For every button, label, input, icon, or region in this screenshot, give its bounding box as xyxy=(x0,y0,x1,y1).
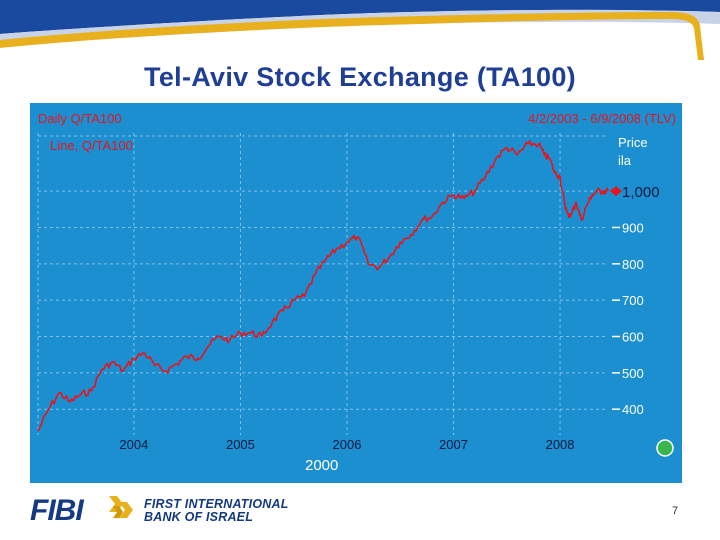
fibi-logo-mark xyxy=(109,496,133,518)
x-tick-label: 2005 xyxy=(226,437,255,452)
header-background xyxy=(0,0,720,120)
chart-marks xyxy=(610,186,622,197)
slide-title: Tel-Aviv Stock Exchange (TA100) xyxy=(144,62,576,92)
page-number: 7 xyxy=(672,505,679,517)
series-label: Line, Q/TA100 xyxy=(50,138,133,153)
bank-name-line1: FIRST INTERNATIONAL xyxy=(144,497,289,511)
chart-title: Daily Q/TA100 xyxy=(38,111,122,126)
y-tick-label: 1,000 xyxy=(622,184,660,201)
bank-name-line2: BANK OF ISRAEL xyxy=(144,510,254,524)
y-axis-label: Price ila xyxy=(618,135,648,168)
y-tick-label: 500 xyxy=(622,366,644,381)
chart-grid xyxy=(37,133,608,435)
fibi-logo-text: FIBI xyxy=(30,494,84,527)
y-label-line: Price xyxy=(618,135,648,150)
header-gold-swoosh xyxy=(0,12,704,60)
y-tick-label: 400 xyxy=(622,402,644,417)
x-tick-label: 2004 xyxy=(119,437,148,452)
extra-year-label: 2000 xyxy=(305,457,338,474)
ta100-series-line xyxy=(37,140,609,432)
logo-chevrons-icon xyxy=(109,496,133,518)
ta100-chart: 400 500 600 700 800 900 1,000 2004 2005 2006 2007 2… xyxy=(37,111,676,474)
x-tick-label: 2006 xyxy=(333,437,362,452)
y-tick-label: 900 xyxy=(622,220,644,235)
y-label-line: ila xyxy=(618,153,632,168)
x-tick-label: 2007 xyxy=(439,437,468,452)
header-dark-band xyxy=(0,0,720,34)
y-tick-label: 800 xyxy=(622,257,644,272)
chart-panel: 400 500 600 700 800 900 1,000 2004 2005 2006 2007 2… xyxy=(30,103,682,483)
status-green-dot[interactable] xyxy=(656,439,674,457)
x-tick-label: 2008 xyxy=(546,437,575,452)
chart-subtitle: 4/2/2003 - 6/9/2008 (TLV) xyxy=(528,111,676,126)
last-value-marker xyxy=(610,186,622,197)
y-tick-label: 700 xyxy=(622,293,644,308)
y-tick-label: 600 xyxy=(622,330,644,345)
chart-axes: 400 500 600 700 800 900 1,000 2004 2005 2006 2007 2… xyxy=(119,184,659,452)
